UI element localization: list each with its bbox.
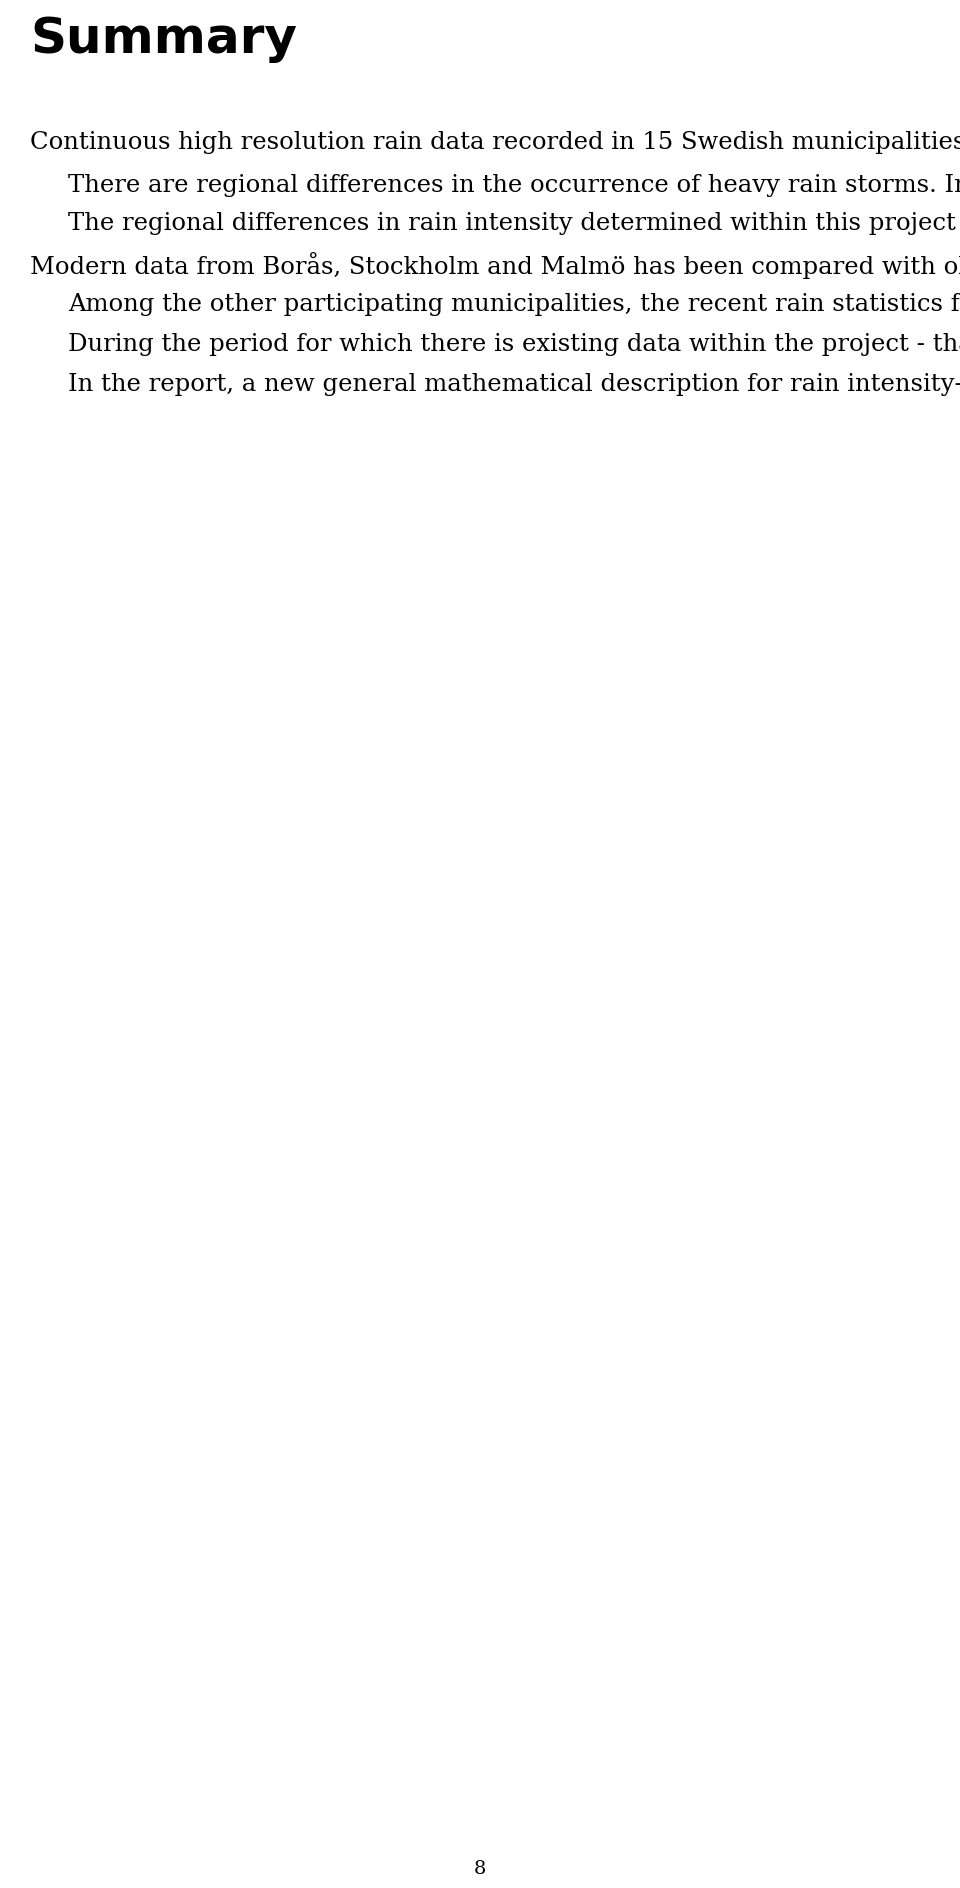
Text: The regional differences in rain intensity determined within this project were c: The regional differences in rain intensi… bbox=[68, 211, 960, 234]
Text: During the period for which there is existing data within the project - that is,: During the period for which there is exi… bbox=[68, 332, 960, 357]
Text: Summary: Summary bbox=[30, 15, 297, 62]
Text: Modern data from Borås, Stockholm and Malmö has been compared with older publish: Modern data from Borås, Stockholm and Ma… bbox=[30, 251, 960, 279]
Text: Continuous high resolution rain data recorded in 15 Swedish municipalities has b: Continuous high resolution rain data rec… bbox=[30, 130, 960, 153]
Text: There are regional differences in the occurrence of heavy rain storms. In the re: There are regional differences in the oc… bbox=[68, 170, 960, 198]
Text: 8: 8 bbox=[474, 1860, 486, 1879]
Text: In the report, a new general mathematical description for rain intensity-duratio: In the report, a new general mathematica… bbox=[68, 374, 960, 396]
Text: Among the other participating municipalities, the recent rain statistics from He: Among the other participating municipali… bbox=[68, 293, 960, 315]
